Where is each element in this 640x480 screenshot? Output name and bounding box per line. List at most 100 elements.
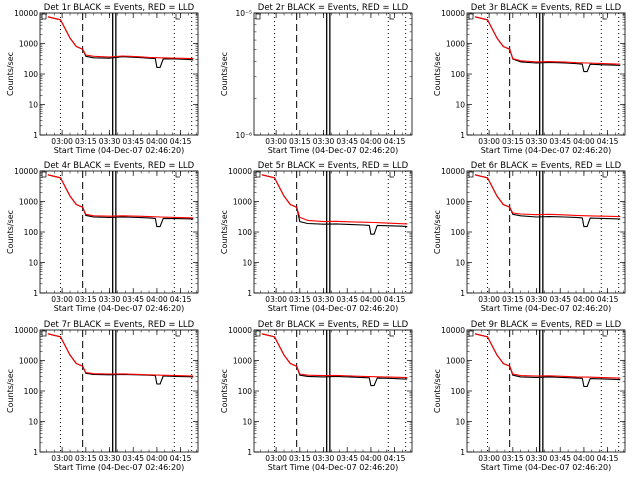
y-tick-label: 100: [238, 387, 253, 396]
y-tick-label: 10000: [441, 167, 465, 176]
corner-marker: [602, 14, 607, 20]
x-tick-label: 03:30: [313, 295, 335, 304]
y-tick-label: 10000: [441, 326, 465, 335]
panel-title: Det 8r BLACK = Events, RED = LLD: [258, 320, 409, 330]
corner-marker: [175, 14, 180, 20]
x-tick-label: 04:00: [573, 295, 595, 304]
y-axis-label: Counts/sec: [6, 52, 15, 96]
x-tick-label: 04:15: [384, 454, 406, 463]
lld-series-line: [474, 174, 621, 218]
y-tick-label: 10000: [14, 326, 38, 335]
panel-det-7: Det 7r BLACK = Events, RED = LLD 1 10 100 10…: [6, 320, 199, 472]
x-tick-label: 04:15: [384, 137, 406, 146]
y-tick-label: 100: [238, 228, 253, 237]
panel-det-9: Det 9r BLACK = Events, RED = LLD 1 10 100 10…: [433, 320, 626, 472]
panel-det-6: Det 6r BLACK = Events, RED = LLD 1 10 100 10…: [433, 161, 626, 313]
x-tick-label: 03:00: [478, 295, 500, 304]
lld-series-line: [47, 174, 194, 219]
x-tick-label: 03:15: [289, 295, 311, 304]
y-tick-label: 1: [460, 131, 465, 140]
x-axis-label: Start Time (04-Dec-07 02:46:20): [268, 146, 399, 155]
corner-marker: [389, 14, 394, 20]
y-tick-label: 1: [33, 131, 38, 140]
y-tick-label: 10: [455, 259, 465, 268]
corner-marker: [468, 13, 474, 20]
x-tick-label: 03:30: [526, 454, 548, 463]
panel-title: Det 6r BLACK = Events, RED = LLD: [471, 161, 622, 171]
x-tick-label: 03:45: [122, 295, 144, 304]
lld-series-line: [474, 16, 621, 65]
x-tick-label: 03:30: [313, 454, 335, 463]
y-tick-label: 1000: [446, 357, 465, 366]
y-tick-label: 10: [455, 418, 465, 427]
x-axis-label: Start Time (04-Dec-07 02:46:20): [481, 304, 612, 313]
corner-marker: [41, 330, 47, 337]
y-tick-label: 100: [24, 387, 39, 396]
x-tick-label: 04:00: [360, 295, 382, 304]
corner-marker: [468, 171, 474, 178]
y-tick-label: 10000: [14, 167, 38, 176]
x-tick-label: 03:00: [51, 137, 73, 146]
x-tick-label: 03:15: [502, 295, 524, 304]
x-tick-label: 04:15: [384, 295, 406, 304]
y-tick-label: 1: [460, 448, 465, 457]
y-tick-label: 10: [242, 418, 252, 427]
x-tick-label: 04:00: [360, 454, 382, 463]
y-axis-label: Counts/sec: [220, 369, 229, 413]
x-tick-label: 03:00: [265, 295, 287, 304]
y-tick-label: 1: [247, 289, 252, 298]
panel-det-4: Det 4r BLACK = Events, RED = LLD 1 10 100 10…: [6, 161, 199, 313]
x-tick-label: 04:15: [170, 137, 192, 146]
corner-marker: [41, 171, 47, 178]
panel-det-3: Det 3r BLACK = Events, RED = LLD 1 10 100 10…: [433, 3, 626, 155]
x-tick-label: 03:15: [75, 137, 97, 146]
x-tick-label: 04:00: [146, 454, 168, 463]
events-series-line: [474, 333, 621, 388]
lld-series-line: [261, 174, 408, 225]
events-series-line: [261, 174, 408, 235]
x-tick-label: 03:15: [289, 137, 311, 146]
y-tick-label: 10000: [441, 9, 465, 18]
y-tick-label: 10: [242, 259, 252, 268]
corner-marker: [602, 172, 607, 178]
y-tick-label: 100: [451, 228, 466, 237]
corner-marker: [175, 331, 180, 337]
corner-marker: [41, 13, 47, 20]
x-tick-label: 03:30: [99, 137, 121, 146]
panel-det-8: Det 8r BLACK = Events, RED = LLD 1 10 100 10…: [220, 320, 413, 472]
x-tick-label: 03:30: [99, 454, 121, 463]
panel-det-5: Det 5r BLACK = Events, RED = LLD 1 10 100 10…: [220, 161, 413, 313]
x-axis-label: Start Time (04-Dec-07 02:46:20): [481, 146, 612, 155]
corner-marker: [468, 330, 474, 337]
x-tick-label: 03:15: [502, 454, 524, 463]
x-tick-label: 03:45: [336, 454, 358, 463]
x-tick-label: 04:00: [146, 137, 168, 146]
x-tick-label: 03:30: [526, 137, 548, 146]
x-tick-label: 03:30: [99, 295, 121, 304]
lld-series-line: [474, 333, 621, 379]
x-tick-label: 04:00: [360, 137, 382, 146]
x-tick-label: 03:45: [122, 454, 144, 463]
corner-marker: [389, 172, 394, 178]
y-tick-label: 1000: [446, 40, 465, 49]
y-axis-label: Counts/sec: [433, 369, 442, 413]
x-tick-label: 03:45: [336, 137, 358, 146]
y-axis-label: Counts/sec: [433, 210, 442, 254]
y-tick-label: 1: [460, 289, 465, 298]
corner-marker: [255, 330, 261, 337]
y-tick-label: 10: [28, 418, 38, 427]
x-tick-label: 04:15: [597, 295, 619, 304]
x-tick-label: 04:00: [573, 454, 595, 463]
y-tick-label: 1: [247, 448, 252, 457]
y-axis-label: Counts/sec: [6, 369, 15, 413]
y-tick-label: 10⁻⁶: [235, 131, 252, 140]
y-tick-label: 100: [451, 387, 466, 396]
panel-title: Det 1r BLACK = Events, RED = LLD: [44, 3, 195, 13]
lld-series-line: [47, 16, 194, 60]
x-axis-label: Start Time (04-Dec-07 02:46:20): [268, 463, 399, 472]
y-tick-label: 100: [451, 70, 466, 79]
x-axis-label: Start Time (04-Dec-07 02:46:20): [54, 304, 185, 313]
x-tick-label: 03:00: [51, 295, 73, 304]
x-tick-label: 03:00: [265, 137, 287, 146]
x-tick-label: 03:00: [478, 137, 500, 146]
